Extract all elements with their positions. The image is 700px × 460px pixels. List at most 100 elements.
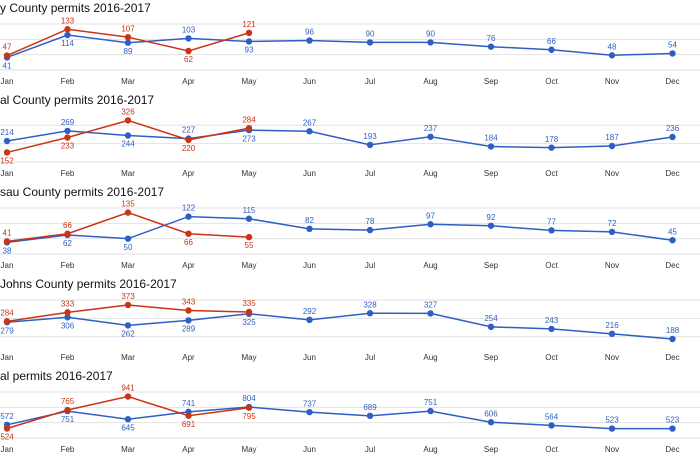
- data-label: 122: [182, 204, 196, 213]
- data-point: [427, 221, 434, 228]
- x-tick-label: Aug: [423, 77, 437, 86]
- x-tick-label: Oct: [545, 77, 558, 86]
- data-label: 107: [121, 24, 135, 33]
- data-label: 804: [242, 394, 256, 403]
- data-label: 76: [487, 34, 496, 43]
- x-tick-label: Oct: [545, 261, 558, 270]
- data-label: 193: [363, 132, 377, 141]
- x-tick-label: Mar: [121, 353, 135, 362]
- series-line: [6, 312, 673, 340]
- data-label: 66: [547, 37, 556, 46]
- x-tick-label: Jul: [365, 261, 375, 270]
- data-label: 262: [121, 330, 135, 339]
- x-tick-label: Feb: [61, 353, 75, 362]
- data-label: 236: [666, 124, 680, 133]
- x-tick-label: Apr: [182, 445, 195, 454]
- x-tick-label: Nov: [605, 261, 619, 270]
- x-tick-label: Nov: [605, 445, 619, 454]
- data-label: 48: [608, 42, 617, 51]
- data-label: 941: [121, 384, 135, 393]
- data-label: 41: [3, 62, 12, 71]
- data-label: 92: [487, 213, 496, 222]
- x-tick-label: Dec: [665, 353, 679, 362]
- data-label: 103: [182, 26, 196, 35]
- data-label: 273: [242, 134, 256, 143]
- data-label: 62: [184, 55, 193, 64]
- data-point: [669, 425, 676, 432]
- data-point: [3, 137, 11, 145]
- data-point: [185, 317, 192, 324]
- data-label: 90: [366, 30, 375, 39]
- series-line: [6, 129, 673, 149]
- data-point: [669, 133, 676, 141]
- data-point: [124, 393, 132, 400]
- data-label: 233: [61, 142, 75, 151]
- x-tick-label: Mar: [121, 261, 135, 270]
- data-label: 121: [242, 20, 256, 29]
- x-tick-label: Nov: [605, 353, 619, 362]
- chart-title: al County permits 2016-2017: [0, 93, 154, 107]
- data-label: 572: [0, 412, 14, 421]
- data-point: [548, 227, 555, 234]
- chart-title: y County permits 2016-2017: [0, 1, 151, 15]
- data-point: [306, 316, 313, 324]
- data-label: 62: [63, 239, 72, 248]
- data-point: [245, 38, 253, 45]
- data-label: 689: [363, 403, 377, 412]
- chart-title: Johns County permits 2016-2017: [0, 277, 177, 291]
- x-tick-label: Apr: [182, 169, 195, 178]
- data-label: 93: [245, 46, 254, 55]
- data-point: [487, 419, 495, 426]
- data-point: [366, 310, 374, 317]
- data-point: [366, 141, 374, 149]
- data-point: [427, 133, 434, 140]
- data-point: [124, 117, 132, 124]
- data-point: [64, 31, 71, 39]
- data-label: 220: [182, 144, 196, 153]
- x-tick-label: Sep: [484, 445, 499, 454]
- data-point: [185, 412, 192, 419]
- x-tick-label: Aug: [423, 261, 437, 270]
- data-point: [64, 127, 71, 135]
- data-point: [64, 134, 71, 141]
- x-tick-label: Nov: [605, 77, 619, 86]
- data-point: [3, 238, 11, 245]
- data-point: [64, 26, 71, 33]
- data-label: 72: [608, 219, 617, 228]
- x-tick-label: May: [241, 261, 256, 270]
- data-point: [669, 335, 676, 343]
- data-label: 50: [124, 243, 133, 252]
- data-point: [3, 318, 11, 325]
- data-label: 306: [61, 321, 75, 330]
- data-label: 55: [245, 241, 254, 250]
- data-point: [306, 128, 313, 135]
- x-tick-label: Jun: [303, 77, 316, 86]
- data-point: [64, 309, 71, 316]
- data-label: 90: [426, 30, 435, 39]
- data-label: 645: [121, 423, 135, 432]
- data-label: 691: [182, 420, 196, 429]
- data-point: [669, 50, 676, 57]
- data-point: [124, 33, 132, 41]
- data-label: 751: [424, 398, 438, 407]
- x-tick-label: Dec: [665, 261, 679, 270]
- data-point: [245, 124, 253, 132]
- data-point: [185, 213, 192, 220]
- x-tick-label: Jan: [1, 77, 14, 86]
- series-line: [6, 215, 673, 244]
- data-label: 115: [243, 206, 256, 215]
- data-point: [185, 307, 192, 314]
- data-label: 187: [605, 133, 619, 142]
- data-point: [3, 149, 11, 156]
- x-tick-label: Feb: [61, 261, 75, 270]
- data-label: 325: [242, 318, 256, 327]
- data-point: [185, 35, 192, 42]
- data-label: 564: [545, 413, 559, 422]
- data-point: [608, 52, 616, 59]
- data-label: 184: [484, 134, 498, 143]
- x-tick-label: Aug: [423, 169, 437, 178]
- data-label: 333: [61, 299, 75, 308]
- data-label: 38: [3, 246, 12, 255]
- data-label: 606: [484, 409, 498, 418]
- x-tick-label: Mar: [121, 169, 135, 178]
